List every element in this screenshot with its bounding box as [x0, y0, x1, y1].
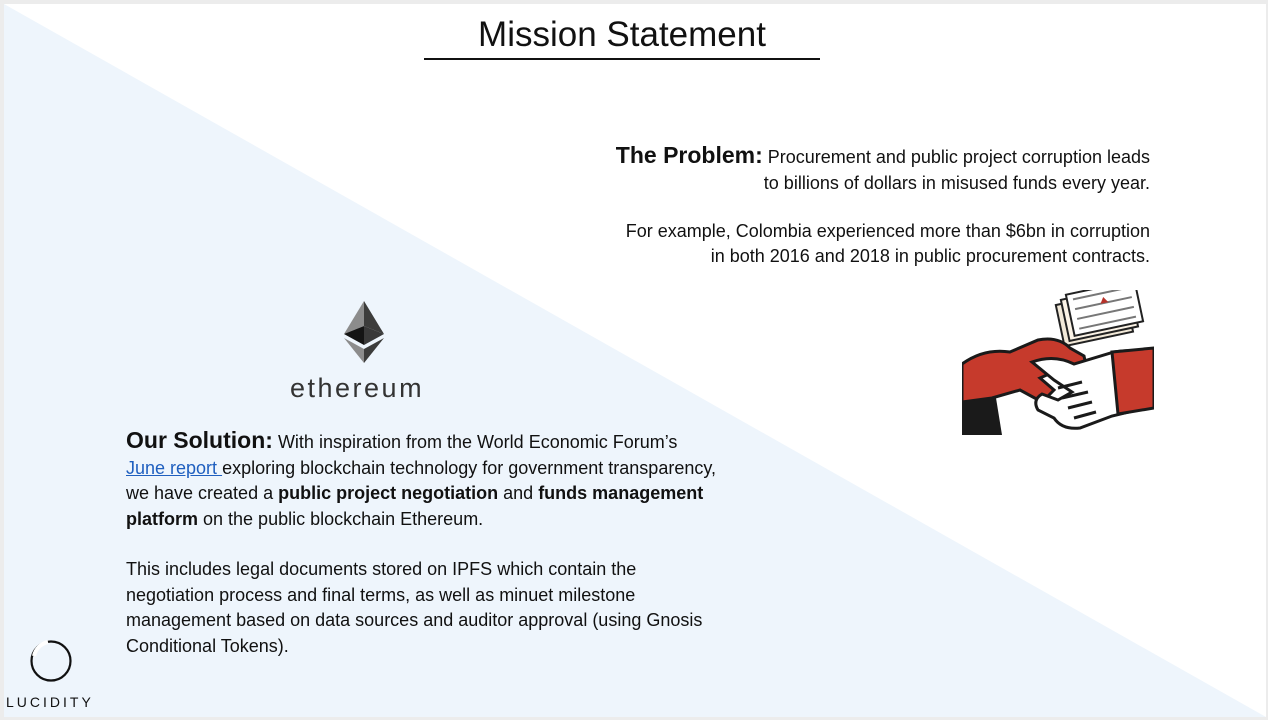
june-report-link[interactable]: June report	[126, 457, 223, 478]
problem-section: The Problem: Procurement and public proj…	[550, 142, 1150, 269]
ethereum-wordmark: ethereum	[290, 373, 425, 403]
solution-section: Our Solution: With inspiration from the …	[126, 427, 717, 659]
ethereum-diamond-icon	[344, 301, 384, 363]
solution-text-c: and	[503, 483, 534, 503]
title-underline	[424, 58, 820, 60]
solution-bold-1: public project negotiation	[278, 483, 499, 503]
page-title: Mission Statement	[478, 15, 766, 54]
problem-heading: The Problem:	[615, 142, 763, 168]
lucidity-wordmark: LUCIDITY	[6, 694, 94, 710]
background-triangle	[4, 4, 1266, 717]
problem-example-paragraph: For example, Colombia experienced more t…	[550, 219, 1150, 269]
solution-text-d: on the public blockchain Ethereum.	[203, 508, 484, 529]
solution-text-a: With inspiration from the World Economic…	[277, 432, 678, 452]
solution-heading: Our Solution:	[126, 427, 273, 453]
slide: Mission Statement The Problem: Procureme…	[4, 4, 1266, 717]
problem-example-1: For example, Colombia experienced more t…	[625, 221, 1150, 241]
solution-paragraph-2: This includes legal documents stored on …	[126, 559, 703, 656]
problem-paragraph: The Problem: Procurement and public proj…	[550, 142, 1150, 196]
solution-bold-2: funds management platform	[126, 483, 704, 529]
handshake-money-icon	[962, 290, 1154, 435]
problem-text-2: to billions of dollars in misused funds …	[763, 173, 1150, 193]
solution-paragraph: Our Solution: With inspiration from the …	[126, 427, 717, 532]
problem-example-2: in both 2016 and 2018 in public procurem…	[710, 246, 1150, 266]
problem-text-1: Procurement and public project corruptio…	[767, 147, 1150, 167]
lucidity-ring-icon	[30, 640, 72, 682]
solution-text-b: exploring blockchain technology for gove…	[126, 457, 717, 504]
